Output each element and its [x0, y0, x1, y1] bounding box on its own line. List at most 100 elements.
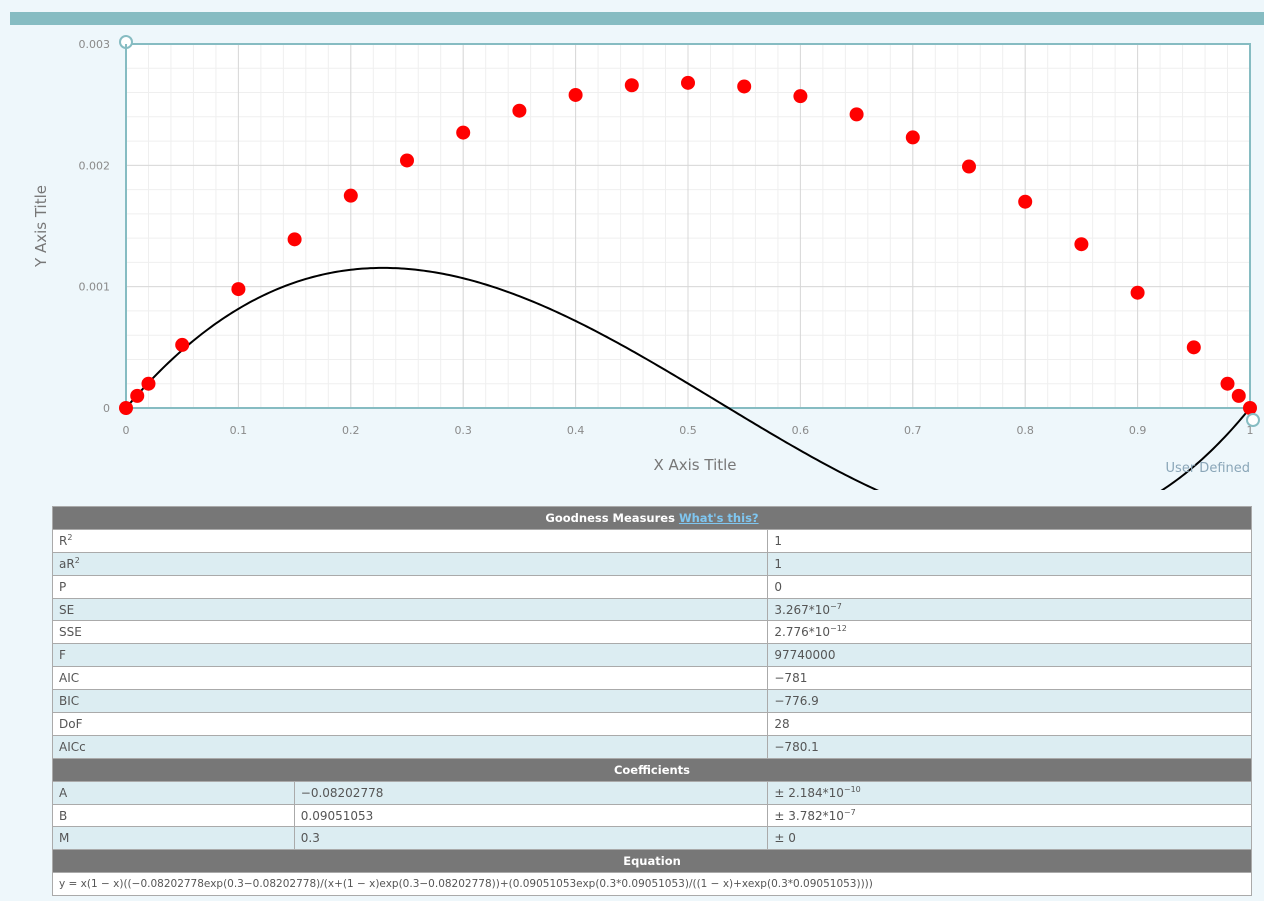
coef-error: ± 0	[774, 831, 796, 846]
data-point[interactable]	[962, 159, 976, 174]
x-tick-label: 0	[123, 424, 130, 437]
table-row: AIC −781	[51, 666, 1252, 691]
measure-value: 0	[774, 579, 783, 594]
x-tick-label: 1	[1247, 424, 1254, 437]
x-tick-label: 0.2	[342, 424, 360, 437]
table-row: SE 3.267*10−7	[51, 597, 1252, 622]
x-axis-title: X Axis Title	[653, 456, 736, 474]
data-points	[119, 75, 1257, 415]
data-point[interactable]	[1186, 340, 1201, 355]
goodness-title: Goodness Measures	[545, 510, 675, 525]
measure-name-sup: 2	[67, 532, 73, 542]
data-point[interactable]	[231, 282, 246, 297]
coef-value: 0.3	[293, 826, 769, 851]
measure-value: −780.1	[774, 739, 819, 754]
measure-value: 3.267*10	[774, 602, 830, 617]
measure-value: 28	[774, 716, 790, 731]
measure-name-sup: 2	[74, 555, 80, 565]
measure-value: 2.776*10	[774, 625, 830, 640]
x-tick-label: 0.7	[904, 424, 922, 437]
fit-curve	[125, 266, 1251, 490]
data-point[interactable]	[287, 232, 302, 247]
data-point[interactable]	[130, 388, 145, 403]
table-row: DoF 28	[51, 712, 1252, 736]
measure-name: BIC	[59, 694, 80, 709]
data-point[interactable]	[681, 75, 695, 90]
x-tick-label: 0.8	[1016, 424, 1034, 437]
data-point[interactable]	[905, 130, 920, 145]
coef-name: B	[52, 803, 295, 828]
coefficients-header: Coefficients	[52, 757, 1252, 782]
coef-name: A	[52, 780, 295, 805]
coefficients-title: Coefficients	[52, 757, 1252, 782]
table-row: M 0.3 ± 0	[52, 826, 1252, 851]
measure-name: P	[59, 579, 67, 594]
table-row: BIC −776.9	[51, 689, 1252, 714]
data-point[interactable]	[737, 79, 752, 94]
data-point[interactable]	[343, 188, 358, 203]
equation-header: Equation	[52, 849, 1252, 874]
x-tick-label: 0.1	[230, 424, 248, 437]
coef-value: 0.09051053	[293, 803, 769, 828]
y-tick-label: 0.003	[79, 38, 111, 51]
measure-name: F	[59, 648, 66, 663]
y-tick-label: 0.002	[79, 159, 111, 172]
user-defined-label[interactable]: User Defined	[1165, 461, 1250, 476]
coef-error-sup: −7	[843, 807, 856, 817]
measure-name: aR	[59, 556, 75, 571]
data-point[interactable]	[1074, 237, 1089, 252]
data-point[interactable]	[400, 153, 414, 168]
coef-value: −0.08202778	[293, 780, 769, 805]
top-bar	[10, 12, 1264, 25]
y-tick-labels: 0 0.001 0.002 0.003	[79, 38, 111, 415]
table-row: y = x(1 − x)((−0.08202778exp(0.3−0.08202…	[52, 872, 1252, 897]
whats-this-link[interactable]: What's this?	[678, 510, 759, 525]
data-point[interactable]	[1231, 388, 1246, 403]
measure-name: DoF	[59, 716, 83, 731]
data-point[interactable]	[793, 89, 808, 104]
plot-frame	[125, 43, 1251, 409]
table-row: F 97740000	[51, 643, 1252, 668]
table-row: SSE 2.776*10−12	[51, 620, 1252, 645]
y-tick-label: 0.001	[79, 281, 111, 294]
data-point[interactable]	[119, 401, 133, 415]
measure-value: 1	[774, 533, 783, 548]
x-handle-icon[interactable]	[1246, 413, 1260, 427]
data-point[interactable]	[624, 78, 639, 93]
measure-value-sup: −7	[830, 601, 842, 611]
goodness-table: Goodness Measures What's this? R2 1 aR2 1 …	[51, 506, 1252, 897]
coef-name: M	[52, 826, 295, 851]
measure-name: SE	[59, 602, 75, 617]
data-point[interactable]	[568, 87, 583, 102]
table-row: A −0.08202778 ± 2.184*10−10	[52, 780, 1252, 805]
chart-grid	[125, 43, 1251, 409]
equation-title: Equation	[52, 849, 1252, 874]
table-row: aR2 1	[51, 551, 1252, 576]
data-point[interactable]	[1130, 285, 1145, 300]
measure-name: SSE	[59, 625, 82, 640]
x-tick-label: 0.5	[679, 424, 697, 437]
coef-error: ± 2.184*10	[774, 785, 844, 800]
data-point[interactable]	[456, 125, 471, 140]
data-point[interactable]	[1220, 376, 1235, 391]
y-handle-icon[interactable]	[119, 35, 133, 52]
measure-value: −776.9	[774, 694, 819, 709]
table-row: R2 1	[51, 528, 1252, 553]
x-tick-label: 0.6	[792, 424, 810, 437]
y-tick-label: 0	[103, 402, 110, 415]
x-tick-label: 0.4	[567, 424, 585, 437]
equation-text: y = x(1 − x)((−0.08202778exp(0.3−0.08202…	[52, 872, 1252, 897]
data-point[interactable]	[175, 337, 190, 352]
measure-name: AIC	[59, 671, 80, 686]
data-point[interactable]	[1243, 401, 1257, 415]
goodness-header: Goodness Measures What's this?	[52, 506, 1252, 530]
table-row: AICc −780.1	[51, 734, 1252, 759]
data-point[interactable]	[512, 103, 527, 118]
data-point[interactable]	[849, 107, 864, 122]
data-point[interactable]	[141, 376, 156, 391]
x-tick-labels: 0 0.1 0.2 0.3 0.4 0.5 0.6 0.7 0.8 0.9 1	[123, 424, 1254, 437]
measure-name: R	[59, 533, 68, 548]
data-point[interactable]	[1018, 194, 1033, 209]
